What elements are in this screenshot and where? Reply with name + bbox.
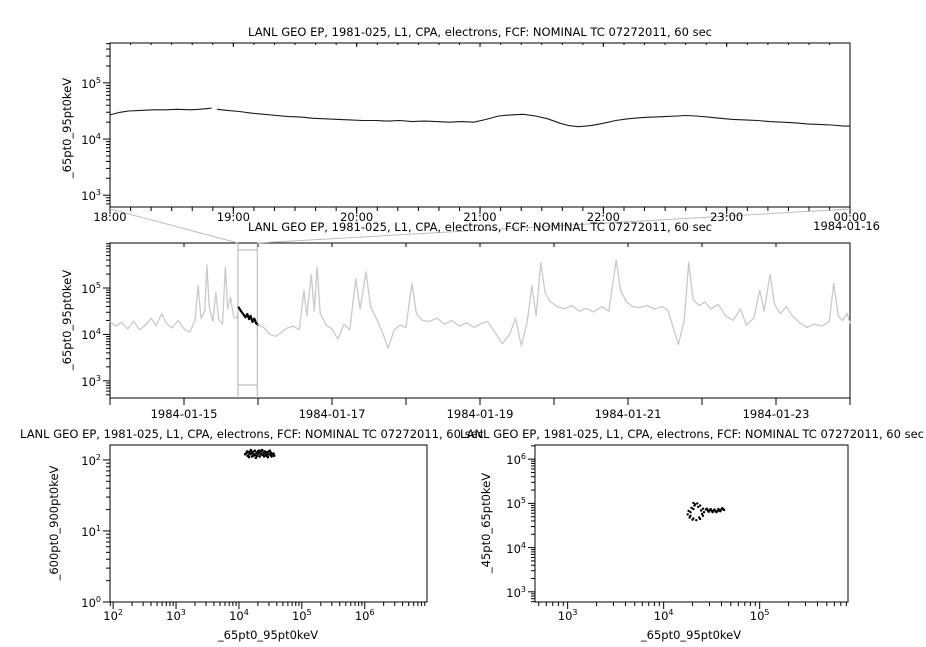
y-tick-label-scatter-600-900[interactable]: 100 xyxy=(81,595,101,610)
scatter-series-correlation-streak xyxy=(704,507,726,514)
x-tick-label-context-overview[interactable]: 1984-01-19 xyxy=(446,407,514,421)
context-panel-title: LANL GEO EP, 1981-025, L1, CPA, electron… xyxy=(248,220,712,234)
x-tick-label-top-detail[interactable]: 19:00 xyxy=(216,210,250,224)
y-tick-label-scatter-45-65[interactable]: 105 xyxy=(506,496,526,512)
scatter-series-correlation-cluster xyxy=(243,448,276,460)
top-panel-ylabel[interactable]: _65pt0_95pt0keV xyxy=(60,77,74,179)
scatter-left-title: LANL GEO EP, 1981-025, L1, CPA, electron… xyxy=(20,427,484,441)
line-series-electrons-post-gap xyxy=(216,108,851,128)
y-tick-label-scatter-600-900[interactable]: 102 xyxy=(81,452,101,468)
x-tick-label-scatter-600-900[interactable]: 105 xyxy=(291,608,312,623)
x-tick-label-scatter-600-900[interactable]: 103 xyxy=(166,608,186,623)
x-tick-label-scatter-600-900[interactable]: 104 xyxy=(229,608,249,623)
scatter-right-xlabel[interactable]: _65pt0_95pt0keV xyxy=(640,628,742,642)
scatter-left-xlabel[interactable]: _65pt0_95pt0keV xyxy=(217,628,319,642)
line-series-highlighted-interval xyxy=(237,306,260,326)
y-tick-label-scatter-45-65[interactable]: 104 xyxy=(506,540,526,556)
scatter-right-ylabel[interactable]: _45pt0_65pt0keV xyxy=(479,472,493,574)
y-tick-label-scatter-600-900[interactable]: 101 xyxy=(81,523,101,539)
x-tick-label-scatter-600-900[interactable]: 106 xyxy=(354,608,375,623)
x-tick-label-context-overview[interactable]: 1984-01-23 xyxy=(742,407,810,421)
zoom-connector-right xyxy=(257,208,851,244)
scatter-series-correlation-loop xyxy=(686,501,706,522)
zoom-connector-left xyxy=(109,208,239,244)
x-tick-label-context-overview[interactable]: 1984-01-15 xyxy=(150,407,218,421)
x-tick-label-top-detail[interactable]: 23:00 xyxy=(710,210,744,224)
y-tick-label-context-overview[interactable]: 103 xyxy=(81,373,101,389)
x-tick-label-scatter-45-65[interactable]: 103 xyxy=(557,608,578,623)
x-tick-label-context-overview[interactable]: 1984-01-17 xyxy=(298,407,366,421)
y-tick-label-scatter-45-65[interactable]: 106 xyxy=(506,452,526,467)
y-tick-label-context-overview[interactable]: 105 xyxy=(81,281,101,296)
scatter-right-title: LANL GEO EP, 1981-025, L1, CPA, electron… xyxy=(460,427,924,441)
x-tick-label-top-detail[interactable]: 20:00 xyxy=(340,210,374,224)
x-tick-label-top-detail[interactable]: 00:00 xyxy=(833,210,867,224)
y-tick-label-top-detail[interactable]: 105 xyxy=(81,75,101,91)
top-panel-date-label: 1984-01-16 xyxy=(813,219,880,233)
scatter-left-ylabel[interactable]: _600pt0_900pt0keV xyxy=(47,465,61,581)
y-tick-label-scatter-45-65[interactable]: 103 xyxy=(506,584,526,600)
x-tick-label-scatter-45-65[interactable]: 105 xyxy=(749,608,770,623)
x-tick-label-top-detail[interactable]: 22:00 xyxy=(586,210,620,224)
plot-area-context-overview[interactable] xyxy=(109,242,851,399)
top-panel-title: LANL GEO EP, 1981-025, L1, CPA, electron… xyxy=(248,25,712,39)
y-tick-label-top-detail[interactable]: 103 xyxy=(81,188,101,204)
line-series-context-gray-left xyxy=(109,264,240,333)
x-tick-label-top-detail[interactable]: 18:00 xyxy=(93,210,127,224)
line-series-context-gray-right xyxy=(257,259,851,349)
x-tick-label-top-detail[interactable]: 21:00 xyxy=(463,210,497,224)
x-tick-label-context-overview[interactable]: 1984-01-21 xyxy=(594,407,662,421)
plot-area-scatter-600-900[interactable] xyxy=(109,444,428,603)
x-tick-label-scatter-600-900[interactable]: 102 xyxy=(103,608,123,623)
plot-area-scatter-45-65[interactable] xyxy=(534,444,849,603)
x-tick-label-scatter-45-65[interactable]: 104 xyxy=(653,608,674,623)
line-series-electrons-pre-gap xyxy=(109,107,212,116)
y-tick-label-context-overview[interactable]: 104 xyxy=(81,327,101,343)
plot-area-top-detail[interactable] xyxy=(109,42,851,208)
y-tick-label-top-detail[interactable]: 104 xyxy=(81,132,101,147)
